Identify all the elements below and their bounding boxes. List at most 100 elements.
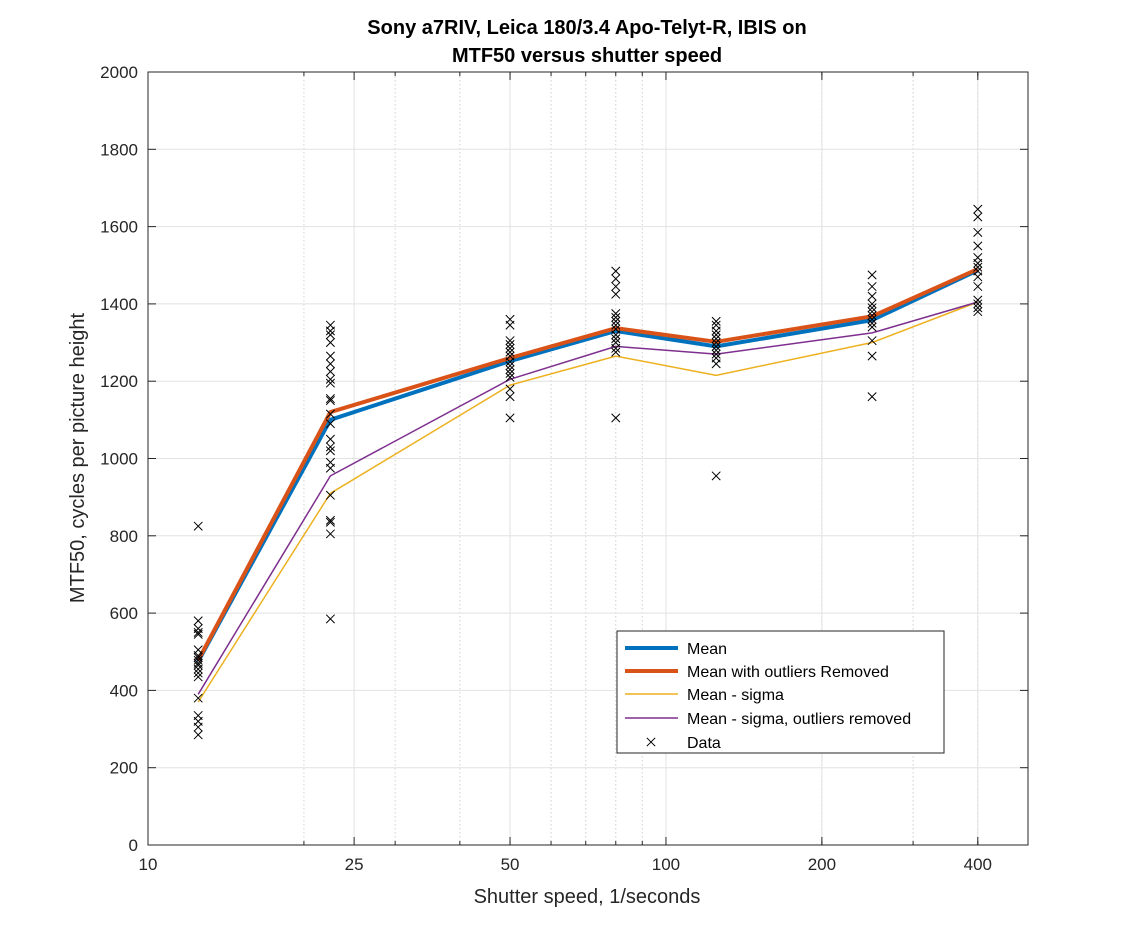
axis-ticks: 10 25 50 100 200 400 0 200 400 600 800 1000 1200 1400… [100, 63, 1028, 874]
data-point [711, 345, 721, 355]
legend-items: Mean Mean with outliers Removed Mean - sig… [625, 641, 911, 752]
data-point [611, 281, 621, 292]
data-point [973, 258, 983, 268]
data-point [505, 361, 515, 371]
data-point [193, 693, 203, 703]
data-point [505, 372, 515, 382]
series-line [197, 301, 979, 703]
y-tick-label: 800 [110, 527, 138, 546]
series-line [196, 268, 979, 663]
data-point [325, 434, 335, 444]
data-point [325, 446, 335, 456]
data-point [611, 413, 621, 423]
data-point [505, 336, 515, 346]
data-point [973, 272, 983, 282]
data-point [505, 357, 515, 367]
data-point [325, 394, 335, 404]
data-point [611, 309, 621, 319]
data-point [193, 627, 203, 637]
x-tick-label: 10 [139, 855, 158, 874]
data-point [867, 307, 877, 317]
data-point [711, 334, 721, 344]
data-point [325, 378, 335, 388]
data-point [973, 299, 983, 309]
data-point [505, 347, 515, 357]
data-point [611, 330, 621, 340]
data-point [611, 347, 621, 357]
chart-title-line-2: MTF50 versus shutter speed [452, 45, 722, 67]
series-lines [196, 267, 979, 703]
data-point [867, 270, 877, 280]
data-point [505, 365, 515, 375]
legend-box [616, 630, 945, 754]
data-point [505, 368, 515, 379]
data-point [325, 366, 335, 377]
data-point [867, 322, 877, 332]
legend-label: Mean [687, 641, 727, 658]
data-point [611, 274, 621, 284]
legend: Mean Mean with outliers Removed Mean - sig… [616, 630, 945, 754]
data-point [973, 281, 983, 292]
data-point [867, 318, 877, 328]
y-tick-label: 0 [129, 836, 138, 855]
legend-label: Mean - sigma [687, 687, 784, 704]
data-point [711, 341, 721, 351]
data-point [711, 349, 721, 359]
data-point [193, 521, 203, 531]
data-point [973, 307, 983, 317]
data-point [611, 316, 621, 326]
legend-label: Mean with outliers Removed [687, 664, 889, 681]
data-point [505, 384, 515, 394]
data-point [193, 672, 203, 682]
data-point [973, 303, 983, 313]
x-tick-label: 200 [808, 855, 836, 874]
y-tick-label: 1600 [100, 218, 138, 237]
data-point [611, 266, 621, 276]
data-point [867, 299, 877, 309]
data-point [325, 442, 335, 452]
data-point [973, 262, 983, 272]
data-point [867, 310, 877, 321]
data-point [325, 409, 335, 419]
data-point [505, 339, 515, 350]
data-point [867, 291, 877, 301]
y-tick-label: 1000 [100, 450, 138, 469]
data-point [867, 314, 877, 324]
legend-label: Mean - sigma, outliers removed [687, 711, 911, 728]
data-point [193, 616, 203, 626]
data-point [611, 343, 621, 353]
data-point [193, 668, 203, 678]
data-point [193, 730, 203, 740]
data-point [325, 517, 335, 527]
data-point [325, 490, 335, 500]
data-point [193, 722, 203, 732]
data-point [193, 629, 203, 639]
data-point [325, 359, 335, 369]
data-point [325, 529, 335, 539]
series-line [196, 267, 979, 662]
y-tick-label: 600 [110, 604, 138, 623]
data-point [325, 351, 335, 361]
data-point [711, 471, 721, 481]
legend-marker-sample [646, 737, 656, 747]
data-point [325, 463, 335, 473]
x-tick-label: 400 [964, 855, 992, 874]
data-point [711, 359, 721, 369]
data-point [611, 320, 621, 330]
legend-label: Data [687, 735, 721, 752]
data-point [505, 343, 515, 353]
data-point [867, 336, 877, 346]
data-point [611, 312, 621, 322]
y-tick-label: 1800 [100, 140, 138, 159]
data-point [193, 660, 203, 670]
data-point [325, 419, 335, 429]
data-point [711, 316, 721, 326]
data-point [867, 351, 877, 361]
data-point [867, 281, 877, 292]
data-point [325, 326, 335, 336]
data-point [193, 664, 203, 674]
data-point [325, 330, 335, 340]
data-point [973, 204, 983, 214]
y-axis-label: MTF50, cycles per picture height [67, 313, 89, 604]
data-point [325, 395, 335, 406]
